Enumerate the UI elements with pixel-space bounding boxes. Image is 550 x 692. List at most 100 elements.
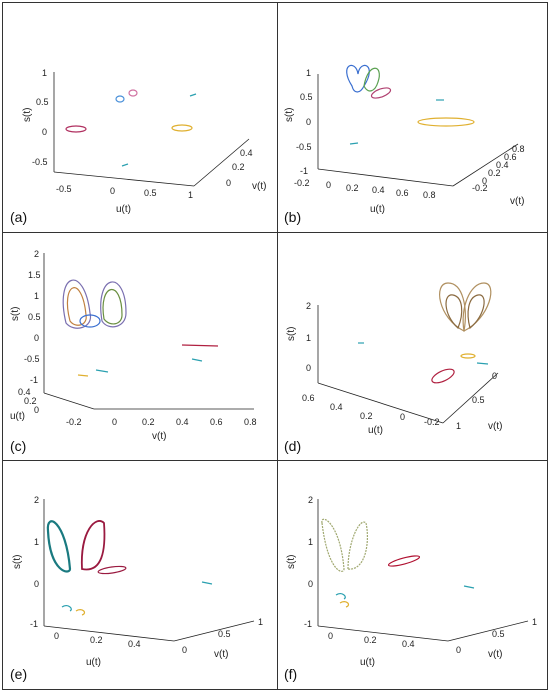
trajectory bbox=[181, 344, 219, 347]
row-divider-2 bbox=[3, 460, 547, 461]
s-tick: 0.5 bbox=[300, 92, 313, 102]
s-tick: -1 bbox=[30, 619, 38, 629]
v-tick: 1 bbox=[456, 421, 461, 431]
s-tick: -1 bbox=[304, 619, 312, 629]
s-axis-label: s(t) bbox=[10, 307, 21, 321]
panel-a: 1 0.5 0 -0.5 s(t) -0.5 0 0.5 1 u(t) 0 0.… bbox=[4, 4, 276, 231]
panel-label: (c) bbox=[10, 438, 27, 454]
u-axis-label: u(t) bbox=[368, 425, 383, 436]
phase-plot-c: 2 1.5 1 0.5 0 -0.5 -1 s(t) 0.4 0.2 0 u(t… bbox=[10, 249, 257, 442]
s-tick: 1 bbox=[34, 537, 39, 547]
s-axis-label: s(t) bbox=[286, 327, 297, 341]
s-tick: 1 bbox=[34, 291, 39, 301]
panel-b: 1 0.5 0 -0.5 -1 s(t) -0.2 0 0.2 0.4 0.6 … bbox=[278, 4, 550, 231]
u-tick: -0.2 bbox=[294, 178, 310, 188]
s-axis-label: s(t) bbox=[22, 108, 33, 122]
u-axis-label: u(t) bbox=[10, 411, 25, 422]
trajectory bbox=[65, 125, 87, 133]
u-tick: 0.8 bbox=[423, 190, 436, 200]
trajectory bbox=[370, 87, 392, 99]
v-tick: 0.2 bbox=[142, 417, 155, 427]
v-tick: 0.8 bbox=[244, 417, 257, 427]
trajectory bbox=[339, 601, 350, 608]
u-tick: 0 bbox=[34, 405, 39, 415]
u-tick: 0.5 bbox=[144, 188, 157, 198]
trajectory bbox=[75, 609, 86, 616]
u-tick: 1 bbox=[188, 190, 193, 200]
s-tick: 0 bbox=[308, 579, 313, 589]
s-axis-label: s(t) bbox=[286, 555, 297, 569]
v-axis-label: v(t) bbox=[488, 421, 502, 432]
u-tick: 0.6 bbox=[302, 393, 315, 403]
trajectory bbox=[462, 282, 492, 332]
u-tick: 0.4 bbox=[18, 387, 31, 397]
u-tick: 0.2 bbox=[90, 635, 103, 645]
s-tick: 1 bbox=[42, 68, 47, 78]
panel-e: 2 1 0 -1 s(t) 0 0.2 0.4 u(t) 0 0.5 1 v(t… bbox=[4, 461, 276, 688]
v-axis-label: v(t) bbox=[488, 649, 502, 660]
s-tick: 0 bbox=[34, 579, 39, 589]
trajectory bbox=[66, 287, 87, 326]
u-tick: 0 bbox=[328, 631, 333, 641]
u-tick: 0.4 bbox=[402, 639, 415, 649]
v-tick: 0 bbox=[482, 176, 487, 186]
v-tick: 0.2 bbox=[488, 168, 501, 178]
v-tick: 0 bbox=[456, 645, 461, 655]
v-axis bbox=[193, 138, 250, 187]
u-tick: 0.2 bbox=[24, 396, 37, 406]
trajectory bbox=[100, 281, 127, 328]
trajectory bbox=[347, 521, 369, 570]
u-tick: -0.5 bbox=[56, 184, 72, 194]
s-tick: 1 bbox=[306, 68, 311, 78]
u-tick: 0.4 bbox=[330, 402, 343, 412]
v-axis-label: v(t) bbox=[214, 649, 228, 660]
trajectory bbox=[102, 289, 123, 325]
s-tick: -1 bbox=[30, 375, 38, 385]
u-tick: 0 bbox=[54, 631, 59, 641]
v-tick: 0 bbox=[226, 178, 231, 188]
u-tick: 0.2 bbox=[346, 183, 359, 193]
v-tick: 0.5 bbox=[492, 629, 505, 639]
trajectory bbox=[201, 581, 213, 585]
trajectory bbox=[128, 89, 138, 97]
s-tick: -0.5 bbox=[296, 142, 312, 152]
v-axis bbox=[447, 620, 529, 642]
column-divider bbox=[277, 3, 278, 689]
trajectory bbox=[121, 163, 129, 167]
u-tick: 0.2 bbox=[360, 411, 373, 421]
s-tick: 0.5 bbox=[28, 312, 41, 322]
v-tick: 0.6 bbox=[210, 417, 223, 427]
u-axis-label: u(t) bbox=[86, 657, 101, 668]
v-tick: -0.2 bbox=[472, 183, 488, 193]
panel-label: (e) bbox=[10, 666, 28, 682]
trajectory bbox=[431, 368, 455, 384]
u-axis bbox=[317, 625, 449, 642]
trajectory bbox=[77, 374, 89, 377]
trajectory bbox=[191, 358, 203, 362]
v-axis bbox=[173, 620, 255, 642]
trajectory bbox=[46, 520, 72, 573]
phase-plot-b: 1 0.5 0 -0.5 -1 s(t) -0.2 0 0.2 0.4 0.6 … bbox=[284, 64, 525, 215]
s-tick: 2 bbox=[308, 495, 313, 505]
s-tick: 2 bbox=[34, 249, 39, 259]
s-tick: 0 bbox=[306, 117, 311, 127]
panel-label: (d) bbox=[284, 438, 302, 454]
panel-label: (b) bbox=[284, 209, 302, 225]
u-axis-label: u(t) bbox=[360, 657, 375, 668]
v-axis-label: v(t) bbox=[510, 196, 524, 207]
trajectory bbox=[97, 565, 127, 575]
panel-label: (a) bbox=[10, 209, 28, 225]
trajectory bbox=[189, 93, 197, 97]
u-tick: 0 bbox=[326, 180, 331, 190]
v-tick: 0.4 bbox=[176, 417, 189, 427]
s-tick: 0 bbox=[42, 127, 47, 137]
s-tick: 1.5 bbox=[28, 270, 41, 280]
s-tick: 2 bbox=[306, 301, 311, 311]
u-axis bbox=[43, 625, 175, 642]
u-axis-label: u(t) bbox=[370, 204, 385, 215]
trajectory bbox=[363, 67, 380, 92]
v-tick: 0.6 bbox=[504, 152, 517, 162]
v-tick: 0.4 bbox=[496, 160, 509, 170]
v-tick: 1 bbox=[258, 617, 263, 627]
